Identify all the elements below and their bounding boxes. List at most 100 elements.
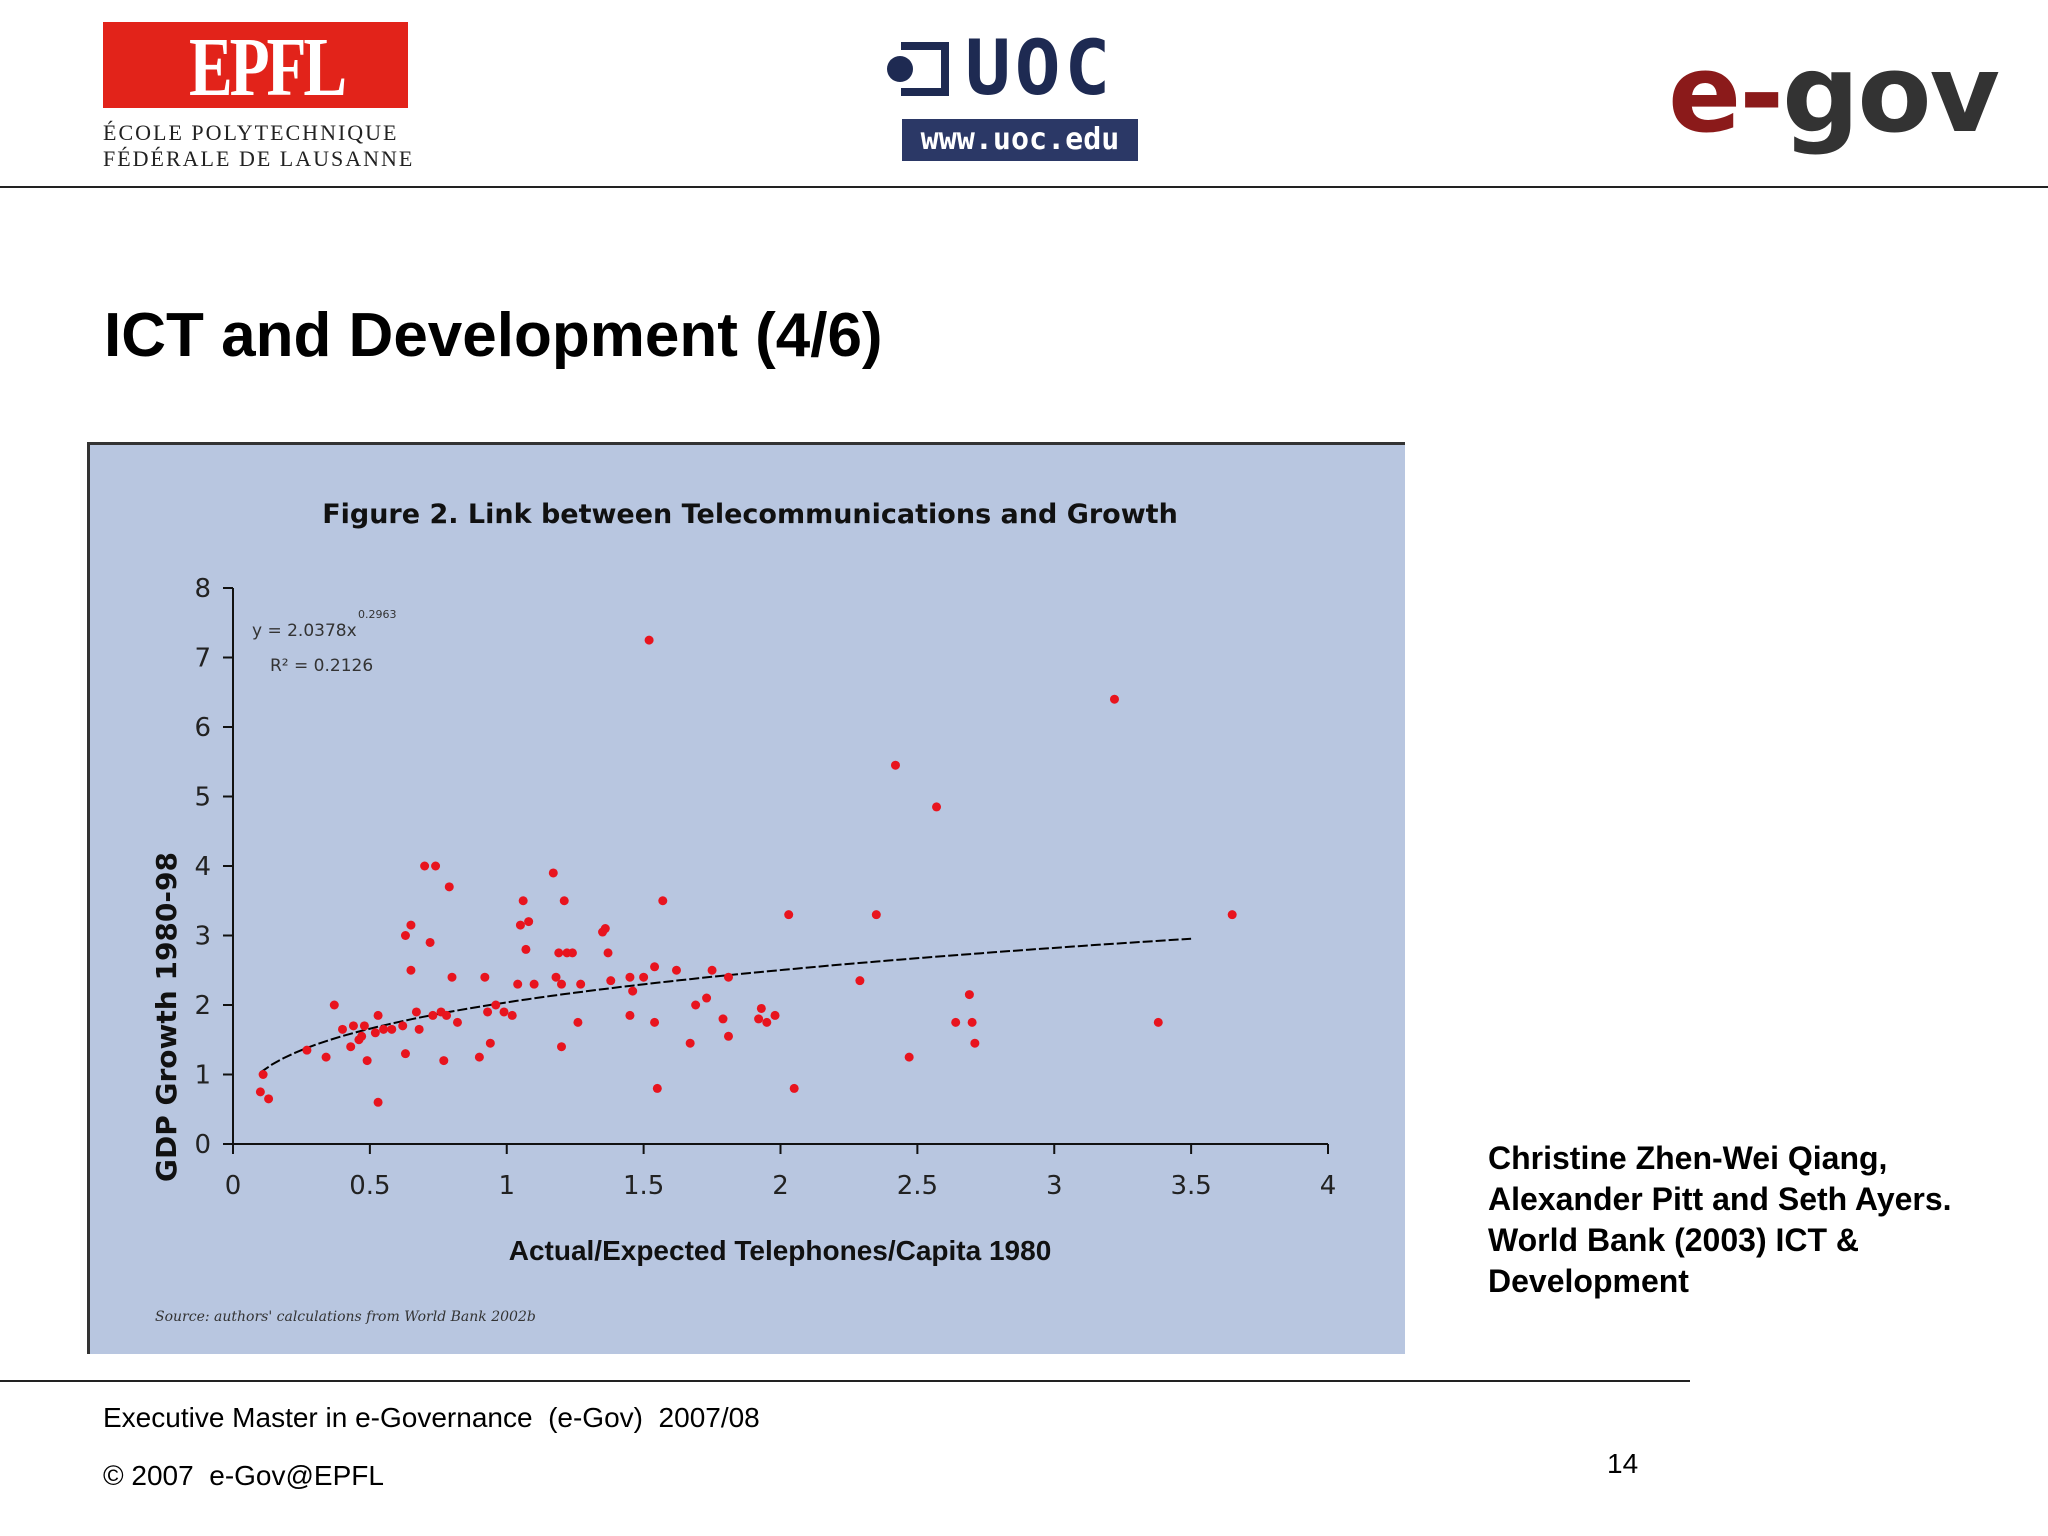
- data-point: [431, 861, 441, 871]
- y-tick-label: 7: [194, 644, 211, 674]
- data-point: [507, 1010, 517, 1020]
- data-point: [439, 1056, 449, 1066]
- uoc-logo: UOC www.uoc.edu: [885, 28, 1145, 169]
- x-tick-label: 3: [1046, 1171, 1063, 1201]
- header-divider: [0, 186, 2048, 188]
- data-point: [499, 1007, 509, 1017]
- data-point: [754, 1014, 764, 1024]
- x-tick-label: 2.5: [897, 1171, 938, 1201]
- egov-logo-prefix: e-: [1668, 32, 1784, 157]
- slide-title: ICT and Development (4/6): [104, 301, 883, 370]
- data-point: [329, 1000, 339, 1010]
- data-point: [1109, 694, 1119, 704]
- data-point: [567, 948, 577, 958]
- data-point: [639, 972, 649, 982]
- y-tick-label: 2: [194, 991, 211, 1021]
- data-point: [658, 896, 668, 906]
- data-point: [871, 910, 881, 920]
- data-point: [603, 948, 613, 958]
- y-axis-label: GDP Growth 1980-98: [150, 852, 183, 1182]
- y-tick-label: 3: [194, 922, 211, 952]
- data-point: [606, 976, 616, 986]
- data-point: [515, 920, 525, 930]
- chart-title: Figure 2. Link between Telecommunication…: [322, 499, 1178, 530]
- x-tick-label: 2: [772, 1171, 789, 1201]
- data-point: [691, 1000, 701, 1010]
- epfl-logo-mark: EPFL: [103, 22, 408, 108]
- data-point: [573, 1017, 583, 1027]
- data-point: [650, 1017, 660, 1027]
- data-point: [529, 979, 539, 989]
- data-point: [491, 1000, 501, 1010]
- data-point: [302, 1045, 312, 1055]
- data-point: [480, 972, 490, 982]
- data-point: [559, 896, 569, 906]
- data-point: [425, 937, 435, 947]
- data-point: [890, 760, 900, 770]
- data-point: [1227, 910, 1237, 920]
- data-point: [321, 1052, 331, 1062]
- data-point: [718, 1014, 728, 1024]
- data-point: [387, 1024, 397, 1034]
- chart-figure: Figure 2. Link between Telecommunication…: [87, 442, 1405, 1354]
- data-point: [255, 1087, 265, 1097]
- uoc-logo-bracket: [901, 42, 949, 96]
- y-tick-label: 0: [194, 1130, 211, 1160]
- data-point: [370, 1028, 380, 1038]
- data-point: [264, 1094, 274, 1104]
- epfl-mark-text: EPFL: [189, 22, 347, 109]
- data-point: [557, 1042, 566, 1052]
- data-point: [414, 1024, 424, 1034]
- data-point: [400, 931, 410, 940]
- data-point: [359, 1021, 369, 1031]
- data-point: [548, 868, 558, 878]
- x-tick-label: 4: [1320, 1171, 1337, 1201]
- data-point: [485, 1038, 495, 1048]
- data-point: [756, 1003, 766, 1013]
- data-point: [346, 1042, 356, 1052]
- data-point: [554, 948, 564, 958]
- data-point: [789, 1083, 799, 1093]
- data-point: [444, 882, 454, 892]
- data-point: [904, 1052, 914, 1062]
- x-tick-label: 1: [498, 1171, 515, 1201]
- data-point: [379, 1024, 389, 1034]
- y-tick-label: 5: [194, 783, 211, 813]
- data-point: [406, 965, 416, 975]
- y-tick-label: 6: [194, 713, 211, 743]
- x-axis-label: Actual/Expected Telephones/Capita 1980: [509, 1235, 1052, 1266]
- data-point: [951, 1017, 961, 1027]
- data-point: [762, 1017, 772, 1027]
- data-point: [551, 972, 561, 982]
- data-point: [518, 896, 528, 906]
- data-point: [685, 1038, 695, 1048]
- data-point: [420, 861, 430, 871]
- data-point: [348, 1021, 358, 1031]
- data-point: [557, 979, 566, 989]
- data-point: [723, 1031, 733, 1041]
- scatter-chart: Figure 2. Link between Telecommunication…: [150, 499, 1337, 1325]
- y-tick-label: 4: [194, 852, 211, 882]
- y-tick-label: 1: [194, 1061, 211, 1091]
- data-point: [707, 965, 717, 975]
- data-point: [483, 1007, 493, 1017]
- data-point: [338, 1024, 347, 1034]
- data-point: [400, 1049, 410, 1059]
- data-point: [650, 962, 660, 972]
- footer-divider: [0, 1380, 1690, 1382]
- chart-source-note: Source: authors' calculations from World…: [155, 1309, 536, 1325]
- data-point: [442, 1010, 452, 1020]
- egov-logo: e-gov: [1668, 40, 2000, 170]
- data-point: [1153, 1017, 1163, 1027]
- uoc-logo-dot: [887, 56, 913, 82]
- data-point: [406, 920, 416, 930]
- citation: Christine Zhen-Wei Qiang, Alexander Pitt…: [1488, 1140, 1952, 1299]
- data-point: [723, 972, 733, 982]
- data-point: [967, 1017, 977, 1027]
- epfl-name-line2: FÉDÉRALE DE LAUSANNE: [103, 146, 415, 171]
- data-point: [625, 972, 635, 982]
- page-number: 14: [1607, 1448, 1639, 1479]
- x-tick-label: 1.5: [623, 1171, 664, 1201]
- data-point: [373, 1010, 383, 1020]
- r-squared: R² = 0.2126: [270, 656, 373, 676]
